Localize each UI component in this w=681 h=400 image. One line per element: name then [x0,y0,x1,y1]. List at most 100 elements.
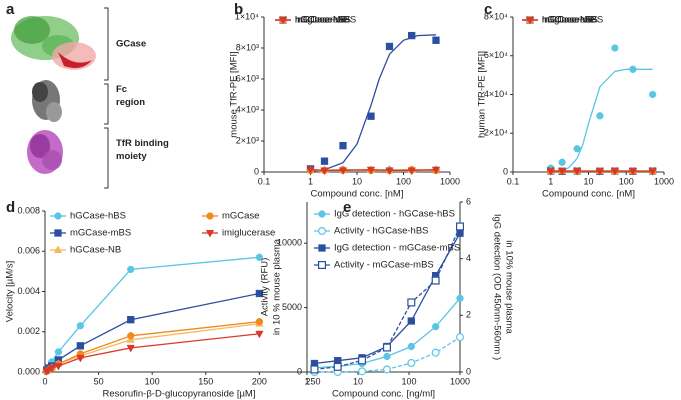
legend-label: mGCase-mBS [70,228,131,239]
data-point [385,42,394,51]
y-tick-label: 0 [254,166,259,176]
x-tick-label: 0 [42,376,47,386]
y-axis-title: mouse TfR-PE [MFI] [229,51,240,137]
y2-tick-label: 2 [466,310,471,320]
legend-label: hGCase-NB [70,245,121,256]
y-axis-title: in 10 % mouse plasma [272,238,283,335]
structure-label: TfR binding [116,138,169,149]
y-tick-label: 1×10⁴ [235,11,259,21]
x-axis-title: Compound conc. [nM] [311,189,404,200]
structure-label: Fc [116,84,127,95]
legend-marker [318,227,327,236]
legend-label: imiglucerase [295,15,348,26]
series-line [310,34,437,172]
data-point [255,330,264,339]
y-tick-label: 0.006 [17,246,40,256]
x-tick-label: 1000 [654,176,674,186]
x-tick-label: 100 [401,376,416,386]
protein-structure [11,7,109,189]
legend-label: imiglucerase [222,228,275,239]
data-point [432,36,440,44]
legend-label: mGCase [542,15,579,26]
y2-axis-title: in 10% mouse plasma [503,240,514,334]
panel-letter: b [234,1,243,18]
y-tick-label: 8×10⁴ [484,11,508,21]
data-point [407,298,416,307]
y-tick-label: 6×10³ [236,73,259,83]
panel-letter: e [343,199,351,216]
data-point [383,352,391,361]
legend-label: imiglucerase [542,15,595,26]
y-tick-label: 10000 [277,238,302,248]
legend-marker [318,261,327,270]
y-tick-label: 2×10⁴ [484,128,508,138]
legend-marker [525,17,535,25]
data-point [408,31,416,40]
legend-label: mGCase [295,15,332,26]
data-point [366,166,376,175]
x-tick-label: 100 [145,376,160,386]
data-point [54,362,63,371]
data-point [54,348,63,356]
data-point [611,44,619,52]
data-point [358,356,367,365]
y-axis-title: Activity (RFU) [260,258,271,317]
y-tick-label: 0 [297,366,302,376]
y-tick-label: 8×10³ [236,42,259,52]
data-point [127,332,135,340]
data-point [255,289,264,298]
data-point [595,168,605,176]
data-point [382,365,391,374]
y-tick-label: 0.000 [17,366,40,376]
x-tick-label: 1 [548,176,553,186]
legend-label: mGCase [222,211,259,222]
data-point [407,167,416,176]
data-point [610,168,620,176]
series-line [550,68,653,173]
legend-marker [318,244,326,252]
data-point [385,167,394,176]
data-point [456,294,464,302]
data-point [358,367,367,376]
x-tick-label: 1000 [440,176,460,186]
x-tick-label: 150 [198,376,213,386]
data-point [648,90,657,99]
legend-label: hGCase-hBS [542,15,598,26]
data-point [382,343,391,352]
data-point [367,112,375,120]
data-point [47,365,56,373]
x-tick-label: 200 [252,376,267,386]
data-point [76,322,85,330]
legend-label: hGCase-NB [295,15,346,26]
data-point [572,168,582,176]
y-axis-title: Velocity [µM/s] [5,261,16,322]
data-point [431,348,440,357]
y-tick-label: 6×10⁴ [484,50,508,60]
y-tick-label: 2×10³ [236,135,259,145]
data-point [127,316,135,324]
x-axis-title: Compound conc. [nM] [542,189,635,200]
data-point [310,365,319,374]
x-tick-label: 10 [353,376,363,386]
data-point [573,145,581,153]
legend-label: hGCase-NB [542,15,593,26]
y-tick-label: 4×10⁴ [484,89,508,99]
data-point [255,253,264,261]
data-point [407,358,416,367]
y-tick-label: 0.008 [17,205,40,215]
data-point [255,318,264,326]
x-tick-label: 0.1 [507,176,520,186]
legend-marker [54,212,62,220]
data-point [431,276,440,285]
data-point [558,158,566,166]
x-tick-label: 10 [583,176,593,186]
data-point [596,112,604,120]
legend-label: Activity - hGCase-hBS [334,226,429,237]
y-tick-label: 5000 [282,302,302,312]
data-point [320,157,329,165]
x-tick-label: 100 [619,176,634,186]
y2-tick-label: 4 [466,253,471,263]
y2-tick-label: 0 [466,366,471,376]
panel-letter: c [484,1,492,18]
